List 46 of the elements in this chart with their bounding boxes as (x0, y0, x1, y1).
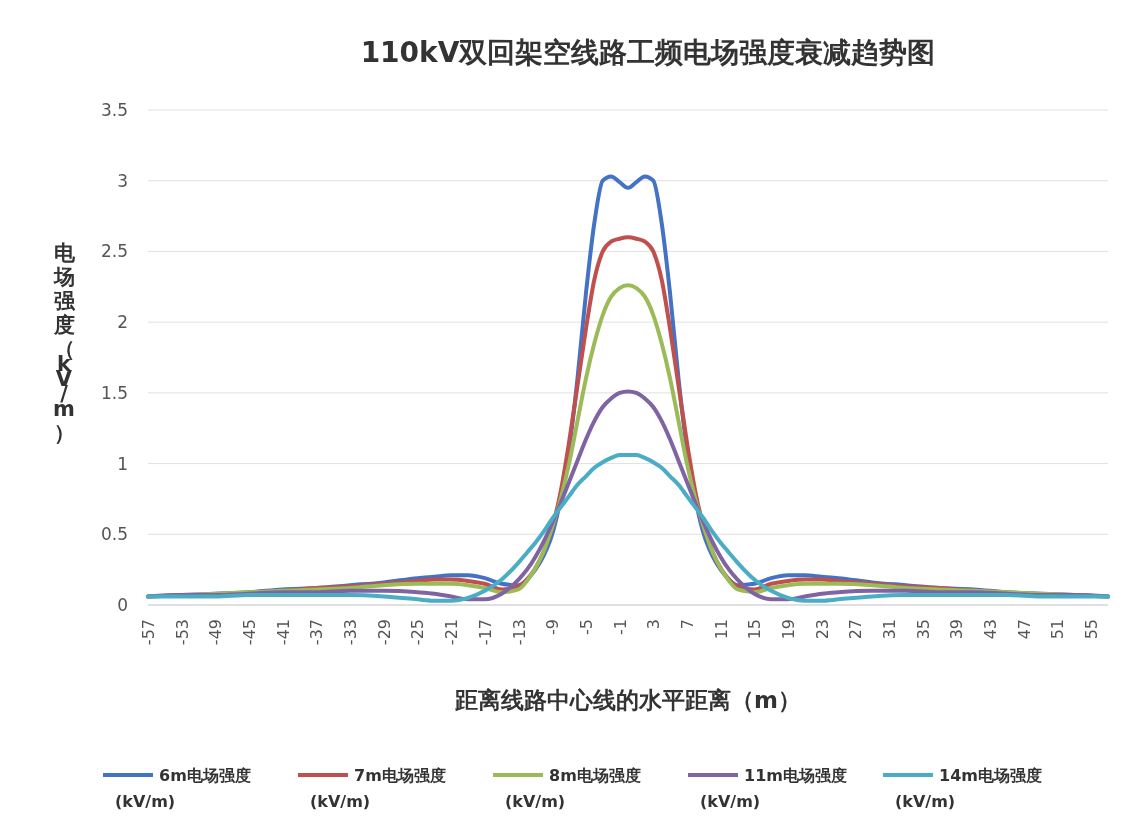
x-tick-label: -53 (172, 619, 192, 646)
x-tick-label: 55 (1082, 619, 1102, 640)
x-tick-label: 7 (677, 619, 697, 630)
x-tick-label: -41 (273, 619, 293, 646)
x-tick-label: -33 (341, 619, 361, 646)
x-tick-label: -49 (206, 619, 226, 646)
x-tick-label: 19 (779, 619, 798, 640)
legend-label: 14m电场强度(kV/m) (895, 766, 1042, 811)
x-tick-label: -37 (307, 619, 327, 646)
x-tick-label: 23 (812, 619, 832, 640)
x-tick-label: -5 (576, 619, 596, 635)
y-tick-label: 0.5 (100, 524, 128, 545)
x-tick-label: 11 (711, 619, 731, 640)
y-tick-label: 3.5 (100, 100, 128, 120)
x-tick-label: 31 (880, 619, 900, 640)
x-tick-label: 47 (1014, 619, 1034, 640)
x-tick-label: 3 (644, 619, 664, 630)
x-tick-label: 39 (947, 619, 967, 640)
line-series (146, 453, 1110, 603)
x-tick-label: -29 (374, 619, 394, 646)
legend-label: 11m电场强度(kV/m) (700, 766, 847, 811)
y-tick-label: 3 (117, 170, 128, 191)
legend-label: 8m电场强度(kV/m) (505, 766, 641, 811)
legend-label: 6m电场强度(kV/m) (115, 766, 251, 811)
x-tick-label: -13 (509, 619, 529, 646)
y-tick-label: 1 (117, 453, 128, 474)
x-tick-label: 43 (981, 619, 1001, 640)
x-tick-label: 51 (1048, 619, 1068, 640)
x-tick-label: 15 (745, 619, 765, 640)
x-tick-label: -57 (139, 619, 158, 646)
x-tick-label: -1 (610, 619, 630, 635)
x-tick-label: 27 (846, 619, 866, 640)
x-axis-title: 距离线路中心线的水平距离（m） (454, 687, 801, 713)
y-tick-label: 1.5 (100, 382, 128, 403)
legend-label: 7m电场强度(kV/m) (310, 766, 446, 811)
x-tick-label: -25 (408, 619, 428, 646)
x-tick-label: -17 (475, 619, 495, 646)
text: 电场强度（kV/m） (53, 241, 75, 445)
x-tick-label: 35 (913, 619, 933, 640)
chart-title: 110kV双回架空线路工频电场强度衰减趋势图 (360, 36, 936, 69)
y-tick-label: 2 (117, 312, 128, 333)
x-tick-label: -45 (240, 619, 260, 646)
y-tick-label: 0 (117, 595, 128, 615)
y-tick-label: 2.5 (100, 241, 128, 262)
x-tick-label: -21 (442, 619, 462, 646)
x-tick-label: -9 (543, 619, 563, 635)
